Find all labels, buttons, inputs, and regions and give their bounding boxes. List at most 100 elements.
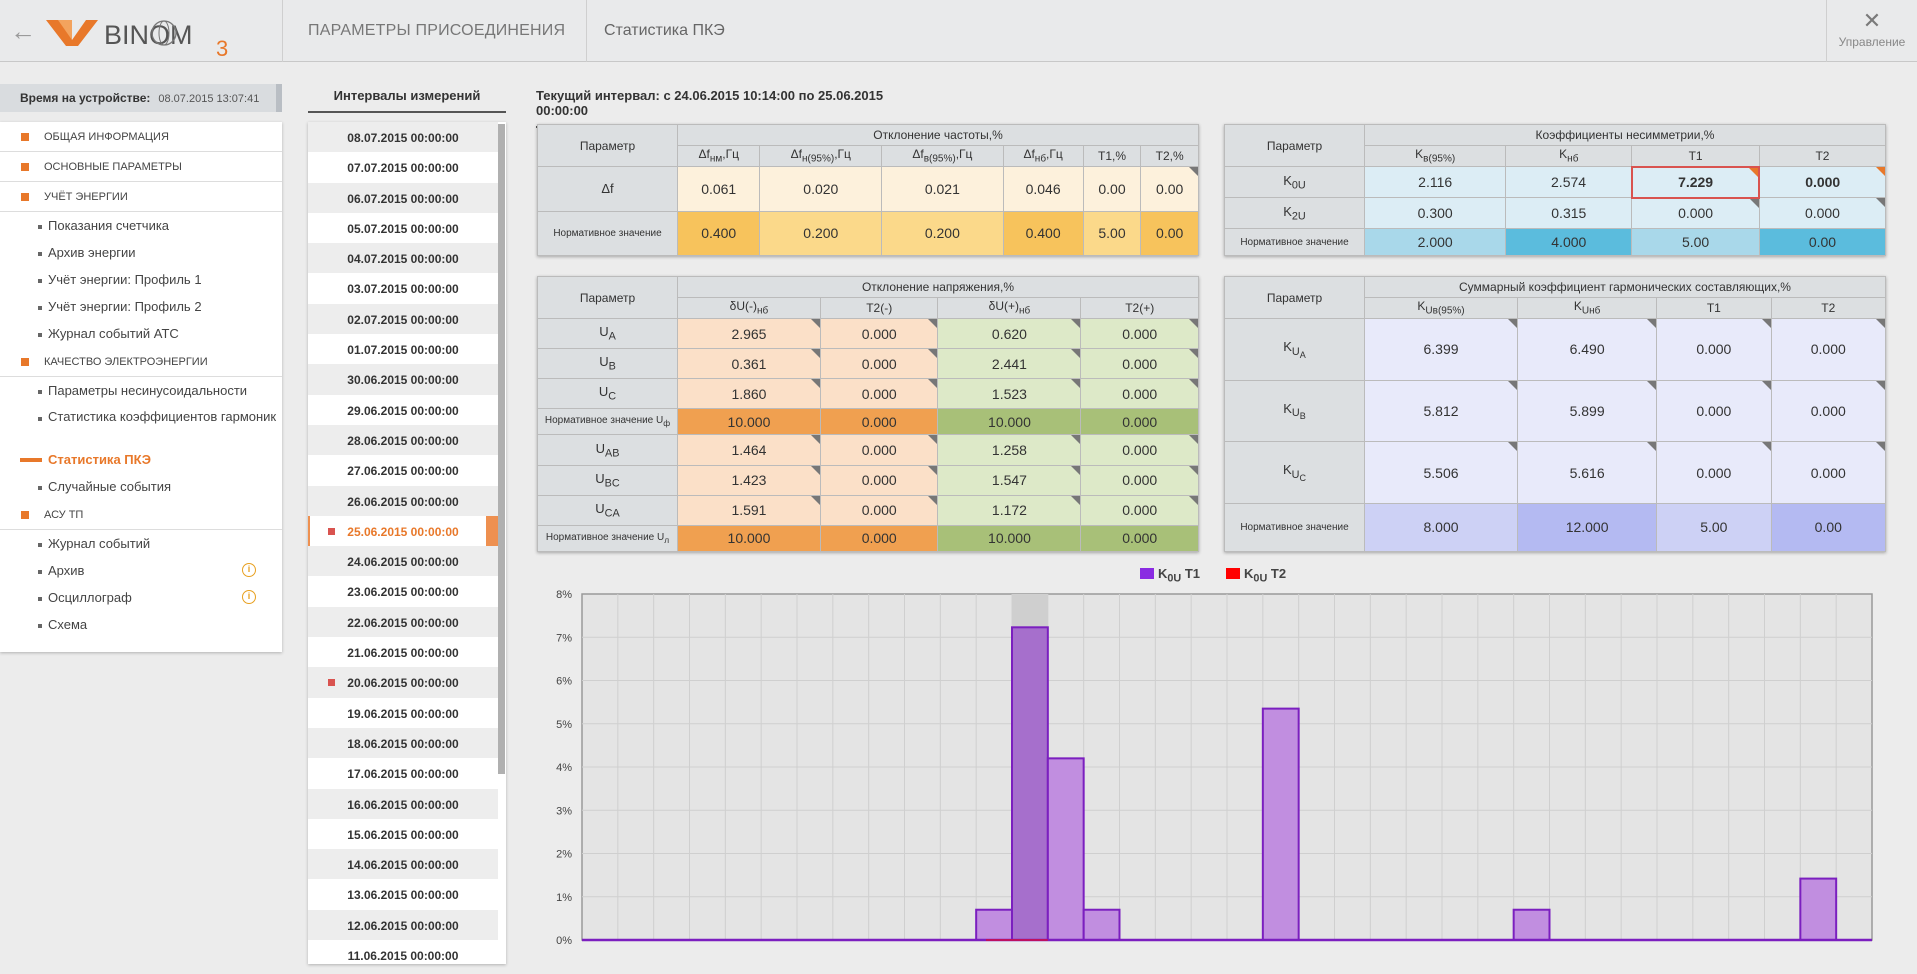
sidebar-item-6[interactable]: Учёт энергии: Профиль 2	[0, 293, 282, 320]
value-cell: 0.000	[1758, 197, 1887, 230]
sidebar-item-label: Статистика коэффициентов гармоник	[48, 409, 277, 424]
legend-label: K0U T1	[1158, 566, 1201, 585]
column-header: δU(+)нб	[937, 297, 1082, 319]
sidebar-item-7[interactable]: Журнал событий АТС	[0, 320, 282, 347]
sidebar-item-16[interactable]: Осциллограф i	[0, 584, 282, 611]
chart-bar	[1799, 877, 1838, 941]
y-tick-label: 3%	[556, 805, 572, 817]
group-header: Коэффициенты несимметрии,%	[1364, 124, 1886, 146]
legend-item[interactable]: K0U T1	[1140, 566, 1201, 585]
norm-cell: 10.000	[677, 408, 821, 436]
norm-cell: 0.200	[881, 210, 1004, 256]
interval-item[interactable]: 24.06.2015 00:00:00	[308, 546, 498, 577]
interval-item[interactable]: 17.06.2015 00:00:00	[347, 767, 459, 782]
norm-cell: 0.000	[1080, 524, 1199, 553]
sidebar-item-11[interactable]: Статистика ПКЭ	[0, 446, 282, 473]
y-tick-label: 6%	[556, 676, 572, 688]
intervals-scrollbar[interactable]	[498, 124, 505, 774]
value-cell: 0.000	[1631, 197, 1760, 230]
interval-item[interactable]: 07.07.2015 00:00:00	[347, 161, 459, 176]
value-cell: 0.000	[819, 464, 939, 496]
interval-item[interactable]: 18.06.2015 00:00:00	[308, 727, 498, 759]
info-icon[interactable]: i	[242, 590, 256, 604]
info-icon[interactable]: i	[242, 563, 256, 577]
sidebar-item-5[interactable]: Учёт энергии: Профиль 1	[0, 266, 282, 293]
sidebar-item-12[interactable]: Случайные события	[0, 473, 282, 500]
interval-item[interactable]: 04.07.2015 00:00:00	[308, 243, 498, 274]
y-tick-label: 0%	[556, 935, 572, 947]
sidebar-item-13[interactable]: АСУ ТП	[0, 500, 282, 530]
interval-item[interactable]: 14.06.2015 00:00:00	[308, 849, 498, 880]
interval-item[interactable]: 21.06.2015 00:00:00	[347, 646, 459, 661]
interval-item[interactable]: 26.06.2015 00:00:00	[308, 485, 498, 516]
value-cell: 1.423	[677, 464, 821, 496]
sidebar-item-4[interactable]: Архив энергии	[0, 239, 282, 266]
sidebar-item-14[interactable]: Журнал событий	[0, 530, 282, 557]
sidebar-item-10[interactable]: Статистика коэффициентов гармоник	[0, 404, 282, 446]
column-header: T1	[1631, 145, 1760, 167]
legend-item[interactable]: K0U T2	[1226, 566, 1286, 585]
sidebar-item-0[interactable]: ОБЩАЯ ИНФОРМАЦИЯ	[0, 122, 282, 152]
interval-item[interactable]: 28.06.2015 00:00:00	[308, 424, 498, 456]
interval-item[interactable]: 22.06.2015 00:00:00	[308, 606, 498, 638]
interval-item[interactable]: 19.06.2015 00:00:00	[347, 706, 459, 721]
management-button[interactable]: ✕ Управление	[1826, 0, 1917, 62]
column-header: Δfнм,Гц	[676, 145, 761, 167]
value-cell: 0.000	[1080, 378, 1199, 410]
sidebar-item-9[interactable]: Параметры несинусоидальности	[0, 377, 282, 404]
value-cell: 2.441	[937, 348, 1082, 380]
row-label: UBC	[537, 464, 678, 496]
interval-item[interactable]: 08.07.2015 00:00:00	[308, 122, 498, 153]
sidebar-item-8[interactable]: КАЧЕСТВО ЭЛЕКТРОЭНЕРГИИ	[0, 347, 282, 377]
sidebar-item-label: Статистика ПКЭ	[48, 452, 151, 467]
chart-bar	[1261, 707, 1300, 941]
value-cell: 0.620	[937, 317, 1082, 350]
chart-legend: K0U T1 K0U T2	[1140, 566, 1312, 585]
interval-item[interactable]: 01.07.2015 00:00:00	[347, 343, 459, 358]
interval-item[interactable]: 12.06.2015 00:00:00	[308, 909, 498, 941]
value-cell: 5.899	[1517, 379, 1658, 443]
voltage-deviation-table: Параметр Отклонение напряжения,% δU(-)нб T2…	[537, 276, 1199, 553]
norm-cell: 0.000	[819, 408, 939, 436]
value-cell: 5.506	[1363, 441, 1519, 504]
interval-item[interactable]: 15.06.2015 00:00:00	[347, 827, 459, 842]
column-header: Δfнб,Гц	[1002, 145, 1084, 167]
interval-item[interactable]: 23.06.2015 00:00:00	[347, 585, 459, 600]
sidebar-item-15[interactable]: Архив i	[0, 557, 282, 584]
value-cell: 2.965	[677, 317, 821, 350]
row-label: UC	[537, 378, 678, 410]
device-time-value: 08.07.2015 13:07:41	[158, 93, 260, 105]
breadcrumb-connection-params[interactable]: ПАРАМЕТРЫ ПРИСОЕДИНЕНИЯ	[308, 22, 566, 39]
sidebar-item-2[interactable]: УЧЁТ ЭНЕРГИИ	[0, 182, 282, 212]
row-label: Δf	[537, 166, 678, 212]
column-header: T2	[1770, 297, 1887, 319]
sidebar-item-17[interactable]: Схема	[0, 611, 282, 638]
value-cell: 6.399	[1363, 318, 1519, 381]
value-cell: 5.616	[1517, 441, 1658, 504]
norm-cell: 10.000	[937, 408, 1082, 436]
norm-cell: 8.000	[1363, 502, 1519, 553]
interval-item[interactable]: 03.07.2015 00:00:00	[347, 282, 459, 297]
value-cell: 0.000	[1080, 494, 1199, 526]
norm-cell: 0.000	[819, 524, 939, 553]
y-tick-label: 8%	[556, 589, 572, 601]
sidebar-item-1[interactable]: ОСНОВНЫЕ ПАРАМЕТРЫ	[0, 152, 282, 182]
interval-item[interactable]: 16.06.2015 00:00:00	[308, 788, 498, 819]
interval-item[interactable]: 06.07.2015 00:00:00	[308, 182, 498, 213]
interval-item[interactable]: 29.06.2015 00:00:00	[347, 403, 459, 418]
interval-item[interactable]: 11.06.2015 00:00:00	[347, 949, 459, 964]
interval-item[interactable]: 27.06.2015 00:00:00	[347, 464, 459, 479]
interval-item[interactable]: 30.06.2015 00:00:00	[308, 364, 498, 395]
back-arrow-icon[interactable]: ←	[10, 16, 36, 46]
binom-logo: BINOM 3	[46, 20, 228, 58]
device-time-label: Время на устройстве:	[20, 91, 151, 105]
sidebar-item-3[interactable]: Показания счетчика	[0, 212, 282, 239]
interval-item[interactable]: 02.07.2015 00:00:00	[308, 303, 498, 335]
interval-item[interactable]: 05.07.2015 00:00:00	[347, 221, 459, 236]
interval-item[interactable]: 20.06.2015 00:00:00	[308, 667, 498, 698]
interval-item[interactable]: 13.06.2015 00:00:00	[347, 888, 459, 903]
value-cell: 0.000	[1770, 318, 1887, 381]
selected-interval-marker	[486, 516, 498, 546]
param-header: Параметр	[1224, 124, 1365, 167]
interval-item[interactable]: 25.06.2015 00:00:00	[308, 515, 498, 547]
